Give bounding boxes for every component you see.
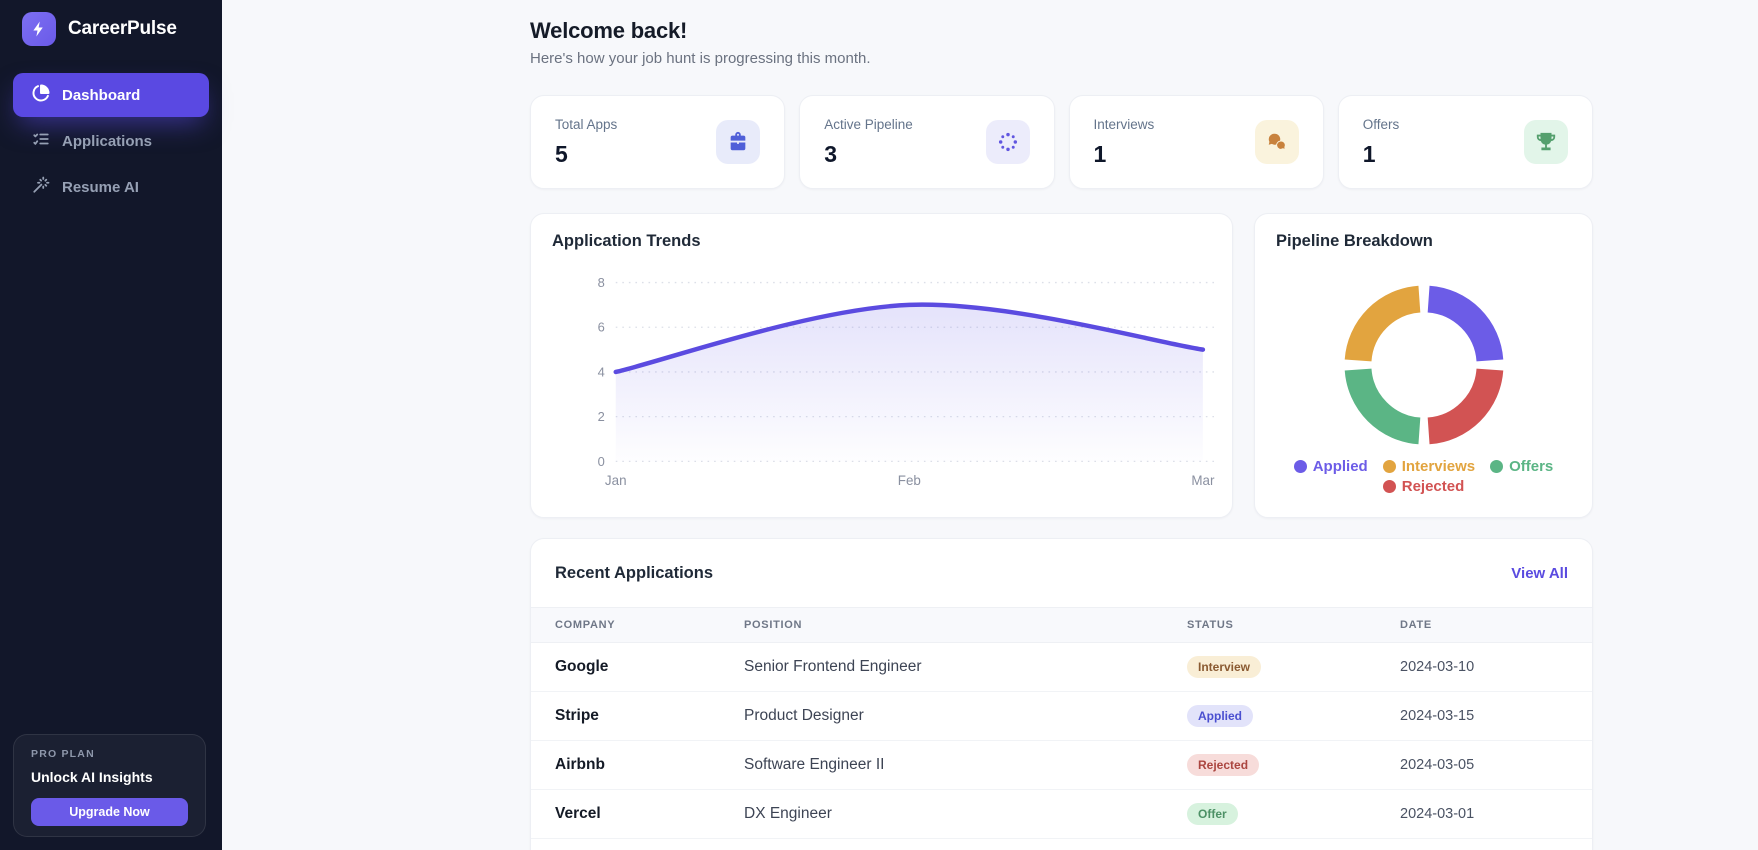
stat-label: Total Apps	[555, 117, 618, 132]
chart-title: Application Trends	[552, 232, 701, 250]
column-header-position: Position	[744, 619, 803, 631]
date-cell: 2024-03-15	[1400, 708, 1475, 724]
main-content: Welcome back! Here's how your job hunt i…	[222, 0, 1758, 850]
svg-text:0: 0	[598, 454, 605, 469]
app-logo[interactable]: CareerPulse	[13, 12, 209, 46]
legend-item-rejected: Rejected	[1382, 478, 1464, 495]
svg-text:2: 2	[598, 409, 605, 424]
sidebar-item-label: Resume AI	[62, 178, 139, 196]
line-chart-canvas: 0 2 4 6 8 Jan Feb Mar	[598, 275, 1218, 488]
svg-text:Mar: Mar	[1191, 473, 1215, 488]
column-header-company: Company	[555, 619, 616, 631]
application-trends-chart: Application Trends 0 2 4 6 8 Jan Feb Mar	[530, 213, 1233, 518]
donut-legend: Applied Interviews Offers Rejected	[1255, 458, 1592, 495]
legend-item-offers: Offers	[1490, 458, 1553, 475]
bolt-icon	[22, 12, 56, 46]
company-cell: Vercel	[555, 805, 601, 822]
legend-dot	[1382, 480, 1396, 493]
table-row[interactable]: Google Senior Frontend Engineer Intervie…	[531, 643, 1592, 692]
status-badge: Offer	[1187, 803, 1238, 825]
company-cell: Airbnb	[555, 756, 605, 773]
date-cell: 2024-03-10	[1400, 659, 1475, 675]
loader-icon	[985, 120, 1030, 164]
pro-plan-title: Unlock AI Insights	[31, 769, 153, 785]
status-badge: Applied	[1187, 705, 1253, 727]
stats-row: Total Apps 5 Active Pipeline 3 Interview…	[530, 95, 1593, 189]
pie-chart-icon	[32, 84, 50, 106]
position-cell: Senior Frontend Engineer	[744, 658, 922, 675]
table-row[interactable]: Vercel DX Engineer Offer 2024-03-01	[531, 790, 1592, 839]
position-cell: Product Designer	[744, 707, 864, 724]
view-all-link[interactable]: View All	[1511, 564, 1568, 582]
upgrade-now-button[interactable]: Upgrade Now	[31, 798, 188, 826]
pro-plan-label: PRO PLAN	[31, 748, 95, 760]
wand-sparkles-icon	[32, 176, 50, 198]
company-cell: Stripe	[555, 707, 599, 724]
pipeline-breakdown-chart: Pipeline Breakdown Applied Interviews Of…	[1254, 213, 1593, 518]
column-header-status: Status	[1187, 619, 1234, 631]
svg-text:4: 4	[598, 364, 605, 379]
stat-label: Interviews	[1093, 117, 1155, 132]
table-row[interactable]: Stripe Product Designer Applied 2024-03-…	[531, 692, 1592, 741]
chart-title: Pipeline Breakdown	[1276, 232, 1433, 250]
stat-value: 3	[824, 141, 838, 167]
stat-card-interviews: Interviews 1	[1068, 95, 1324, 189]
date-cell: 2024-03-01	[1400, 806, 1475, 822]
sidebar-nav: Dashboard Applications Resume AI	[13, 73, 209, 209]
status-badge: Rejected	[1187, 754, 1260, 776]
svg-text:Feb: Feb	[898, 473, 921, 488]
sidebar: CareerPulse Dashboard Applications Resum…	[0, 0, 222, 850]
legend-item-interviews: Interviews	[1382, 458, 1475, 475]
page-subtitle: Here's how your job hunt is progressing …	[530, 50, 871, 67]
recent-applications-card: Recent Applications View All Company Pos…	[530, 538, 1593, 850]
position-cell: DX Engineer	[744, 805, 832, 822]
list-checks-icon	[32, 130, 50, 152]
table-title: Recent Applications	[555, 563, 713, 582]
company-cell: Google	[555, 658, 609, 675]
donut-chart-canvas	[1344, 285, 1504, 445]
trophy-icon	[1524, 120, 1568, 164]
briefcase-icon	[716, 120, 761, 164]
charts-row: Application Trends 0 2 4 6 8 Jan Feb Mar Pipeli…	[530, 213, 1593, 518]
svg-text:Jan: Jan	[605, 473, 627, 488]
legend-dot	[1293, 460, 1307, 473]
stat-value: 5	[555, 141, 568, 167]
stat-card-offers: Offers 1	[1337, 95, 1593, 189]
legend-dot	[1382, 460, 1396, 473]
svg-text:8: 8	[598, 275, 605, 290]
table-header: Recent Applications View All	[531, 539, 1592, 607]
stat-label: Offers	[1362, 117, 1400, 132]
sidebar-item-resume-ai[interactable]: Resume AI	[13, 165, 209, 209]
sidebar-item-dashboard[interactable]: Dashboard	[13, 73, 209, 117]
stat-value: 1	[1093, 141, 1107, 167]
table-row[interactable]: Airbnb Software Engineer II Rejected 202…	[531, 741, 1592, 790]
page-title: Welcome back!	[530, 18, 688, 43]
sidebar-item-label: Applications	[62, 132, 153, 150]
legend-dot	[1490, 460, 1504, 473]
column-header-date: Date	[1400, 619, 1432, 631]
sidebar-item-label: Dashboard	[62, 86, 141, 104]
pro-plan-card: PRO PLAN Unlock AI Insights Upgrade Now	[13, 734, 206, 837]
stat-card-total-apps: Total Apps 5	[530, 95, 786, 189]
stat-value: 1	[1362, 141, 1376, 167]
chat-bubbles-icon	[1254, 120, 1299, 164]
table-column-headers: Company Position Status Date	[531, 607, 1592, 643]
position-cell: Software Engineer II	[744, 756, 885, 773]
legend-item-applied: Applied	[1293, 458, 1368, 475]
app-name: CareerPulse	[68, 18, 177, 39]
stat-label: Active Pipeline	[824, 117, 913, 132]
sidebar-item-applications[interactable]: Applications	[13, 119, 209, 163]
svg-text:6: 6	[598, 320, 605, 335]
status-badge: Interview	[1187, 656, 1262, 678]
date-cell: 2024-03-05	[1400, 757, 1475, 773]
stat-card-active-pipeline: Active Pipeline 3	[799, 95, 1055, 189]
